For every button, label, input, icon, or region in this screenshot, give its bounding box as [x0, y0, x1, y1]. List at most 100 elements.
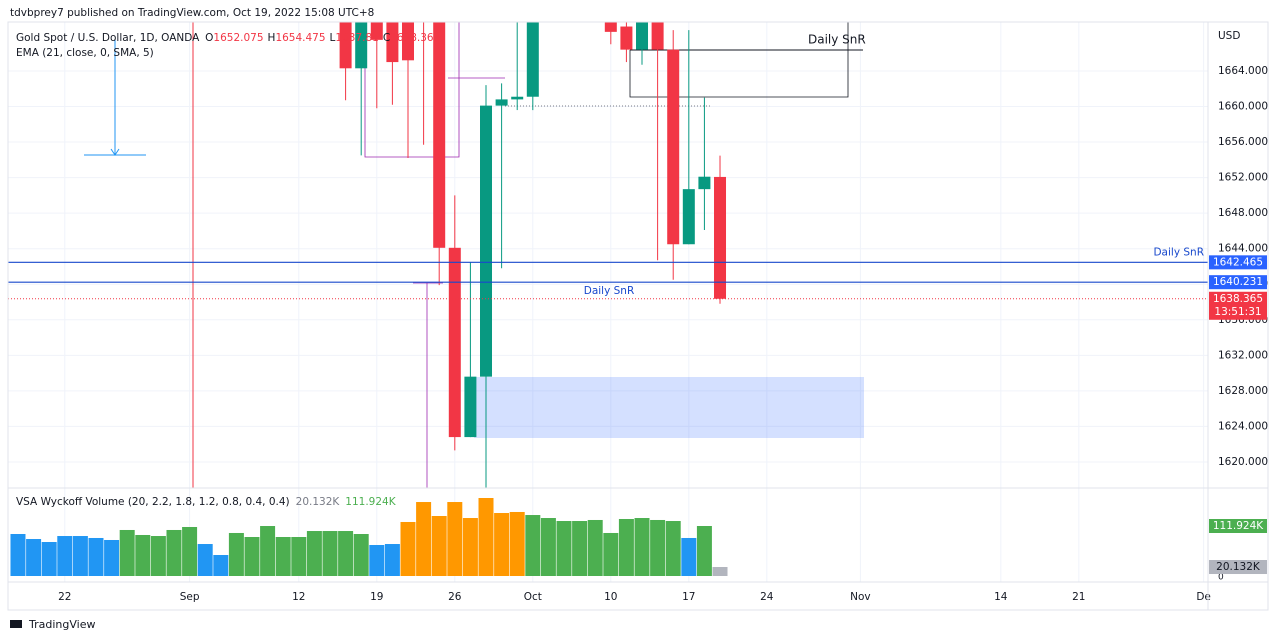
- volume-tick-label: 0: [1218, 573, 1224, 583]
- price-badge-label: 1638.365: [1213, 293, 1263, 305]
- volume-bar: [681, 537, 697, 576]
- y-tick-label: 1648.000: [1218, 207, 1268, 219]
- volume-bar: [291, 537, 307, 576]
- candle-body: [464, 376, 477, 438]
- legend-part: 111.924K: [345, 496, 396, 508]
- volume-bar: [182, 526, 198, 576]
- volume-bar: [322, 531, 338, 576]
- annotation: Daily SnR: [808, 33, 866, 47]
- snr-box: [629, 22, 849, 98]
- volume-bar: [556, 521, 572, 576]
- candle-body: [651, 22, 664, 50]
- y-tick-label: 1652.000: [1218, 172, 1268, 184]
- volume-bar: [572, 521, 588, 576]
- candle-body: [682, 189, 695, 245]
- volume-bar: [494, 513, 510, 576]
- legend: Gold Spot / U.S. Dollar, 1D, OANDA O1652.…: [16, 32, 440, 508]
- volume-bar: [88, 537, 104, 576]
- candle-body: [402, 22, 414, 61]
- volume-bar: [275, 537, 291, 576]
- volume-bar: [665, 521, 681, 576]
- volume-bar: [150, 536, 166, 576]
- volume-bar: [603, 532, 619, 576]
- volume-bar: [447, 502, 463, 576]
- volume-bar: [431, 516, 447, 576]
- x-tick-label: 17: [682, 591, 695, 603]
- candle-body: [433, 22, 446, 248]
- x-tick-label: Oct: [524, 591, 542, 603]
- x-tick-label: Nov: [850, 591, 871, 603]
- legend-part: VSA Wyckoff Volume (20, 2.2, 1.8, 1.2, 0…: [16, 496, 290, 508]
- candle-body: [495, 99, 508, 106]
- x-tick-label: 24: [760, 591, 774, 603]
- legend-part: 1638.365: [390, 32, 440, 44]
- grid: 1620.0001624.0001628.0001632.0001636.000…: [8, 22, 1268, 603]
- y-tick-label: 1656.000: [1218, 136, 1268, 148]
- candle-body: [511, 96, 524, 100]
- candles: [339, 22, 727, 488]
- x-tick-label: De: [1196, 591, 1211, 603]
- volume-legend: VSA Wyckoff Volume (20, 2.2, 1.8, 1.2, 0…: [16, 496, 397, 508]
- volume-bar: [540, 518, 556, 576]
- volume-bar: [462, 518, 478, 576]
- legend-part: C: [383, 32, 390, 44]
- overlay: 0 Daily SnR 1642.465 Daily SnR 1640.231 1638.…: [8, 246, 1267, 583]
- candle-body: [526, 22, 539, 97]
- volume-bar: [41, 542, 57, 576]
- legend-part: H: [268, 32, 276, 44]
- volume-bar: [166, 529, 182, 576]
- volume-badge-label: 20.132K: [1216, 561, 1261, 573]
- candle-body: [370, 22, 383, 40]
- price-badge-label: 1640.231: [1213, 276, 1263, 288]
- legend-part: 1637.81: [335, 32, 378, 44]
- volume-bar: [228, 532, 244, 576]
- candle-body: [339, 22, 352, 69]
- candle-body: [386, 22, 399, 63]
- logo: [10, 620, 22, 628]
- volume-bar: [416, 502, 432, 576]
- volume-bar: [712, 567, 728, 576]
- candle-body: [480, 105, 493, 377]
- legend-title: Gold Spot / U.S. Dollar, 1D, OANDA O1652.…: [16, 32, 440, 44]
- volume-badge: [1209, 519, 1267, 534]
- x-tick-label: Sep: [180, 591, 200, 603]
- volume-bar: [478, 498, 494, 576]
- volume-bar: [650, 519, 666, 576]
- price-badge-label: 1642.465: [1213, 256, 1263, 268]
- x-tick-label: 10: [604, 591, 617, 603]
- volume-bar: [244, 537, 260, 576]
- volume-badge: [1209, 560, 1267, 575]
- x-tick-label: 21: [1072, 591, 1085, 603]
- volume-bar: [213, 555, 229, 576]
- x-tick-label: 26: [448, 591, 462, 603]
- legend-part: 1654.475: [275, 32, 325, 44]
- volume-bar: [587, 519, 603, 576]
- y-tick-label: 1660.000: [1218, 101, 1268, 113]
- volume-bar: [104, 539, 120, 576]
- legend-part: Gold Spot / U.S. Dollar, 1D, OANDA: [16, 32, 200, 44]
- candle-body: [636, 22, 649, 50]
- legend-part: 1652.075: [213, 32, 263, 44]
- drawings: [84, 22, 864, 488]
- volume-bar: [696, 526, 712, 576]
- price-badge: [1209, 275, 1267, 290]
- y-tick-label: 1620.000: [1218, 456, 1268, 468]
- candle-body: [667, 49, 680, 245]
- y-tick-label: 1664.000: [1218, 65, 1268, 77]
- x-tick-label: 22: [58, 591, 71, 603]
- volume-bar: [509, 511, 525, 576]
- volume-bar: [525, 515, 541, 576]
- header: tdvbprey7 published on TradingView.com, …: [10, 7, 374, 19]
- price-badge: [1209, 291, 1267, 320]
- frame: [7, 21, 1269, 611]
- legend-part: L: [330, 32, 336, 44]
- snr-label: Daily SnR: [1153, 246, 1204, 258]
- x-tick-label: 19: [370, 591, 383, 603]
- volume-bar: [119, 529, 135, 576]
- countdown: 13:51:31: [1214, 306, 1261, 318]
- volume-bar: [26, 539, 42, 576]
- y-tick-label: 1644.000: [1218, 243, 1268, 255]
- footer: TradingView: [28, 618, 95, 631]
- currency: USD: [1218, 30, 1240, 42]
